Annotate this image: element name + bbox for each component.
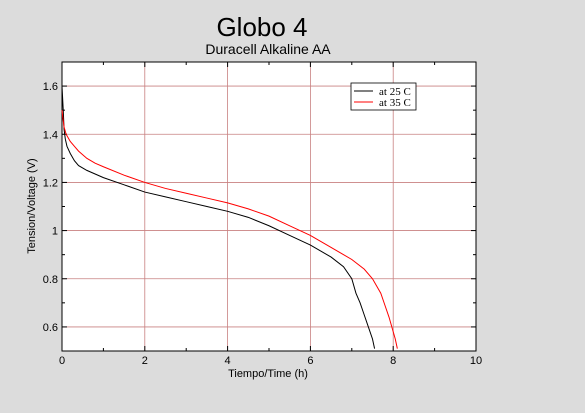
series-lines: [61, 86, 398, 349]
legend-box: [350, 82, 417, 111]
x-tick-label: 0: [59, 355, 65, 367]
y-tick-label: 1: [52, 226, 58, 238]
series-line: [61, 110, 398, 349]
y-tick-label: 0.8: [43, 274, 58, 286]
axis-ticks: 0 2 4 6 8 10 0.6 0.8 1 1.2 1.4 1.6: [43, 61, 482, 367]
x-tick-label: 10: [470, 355, 482, 367]
y-axis-label: Tension/Voltage (V): [26, 158, 38, 253]
legend: at 25 Cat 35 C: [350, 82, 417, 111]
chart-subtitle: Duracell Alkaline AA: [205, 41, 331, 57]
series-line: [61, 86, 376, 349]
x-tick-label: 4: [225, 355, 231, 367]
y-tick-label: 1.6: [43, 81, 58, 93]
y-tick-label: 1.2: [43, 177, 58, 189]
x-tick-label: 8: [390, 355, 396, 367]
y-tick-label: 0.6: [43, 322, 58, 334]
chart-title: Globo 4: [216, 12, 307, 42]
legend-label: at 35 C: [379, 97, 411, 109]
legend-label: at 25 C: [379, 86, 411, 98]
y-tick-label: 1.4: [43, 129, 58, 141]
x-axis-label: Tiempo/Time (h): [228, 368, 308, 380]
x-tick-label: 2: [142, 355, 148, 367]
x-tick-label: 6: [307, 355, 313, 367]
